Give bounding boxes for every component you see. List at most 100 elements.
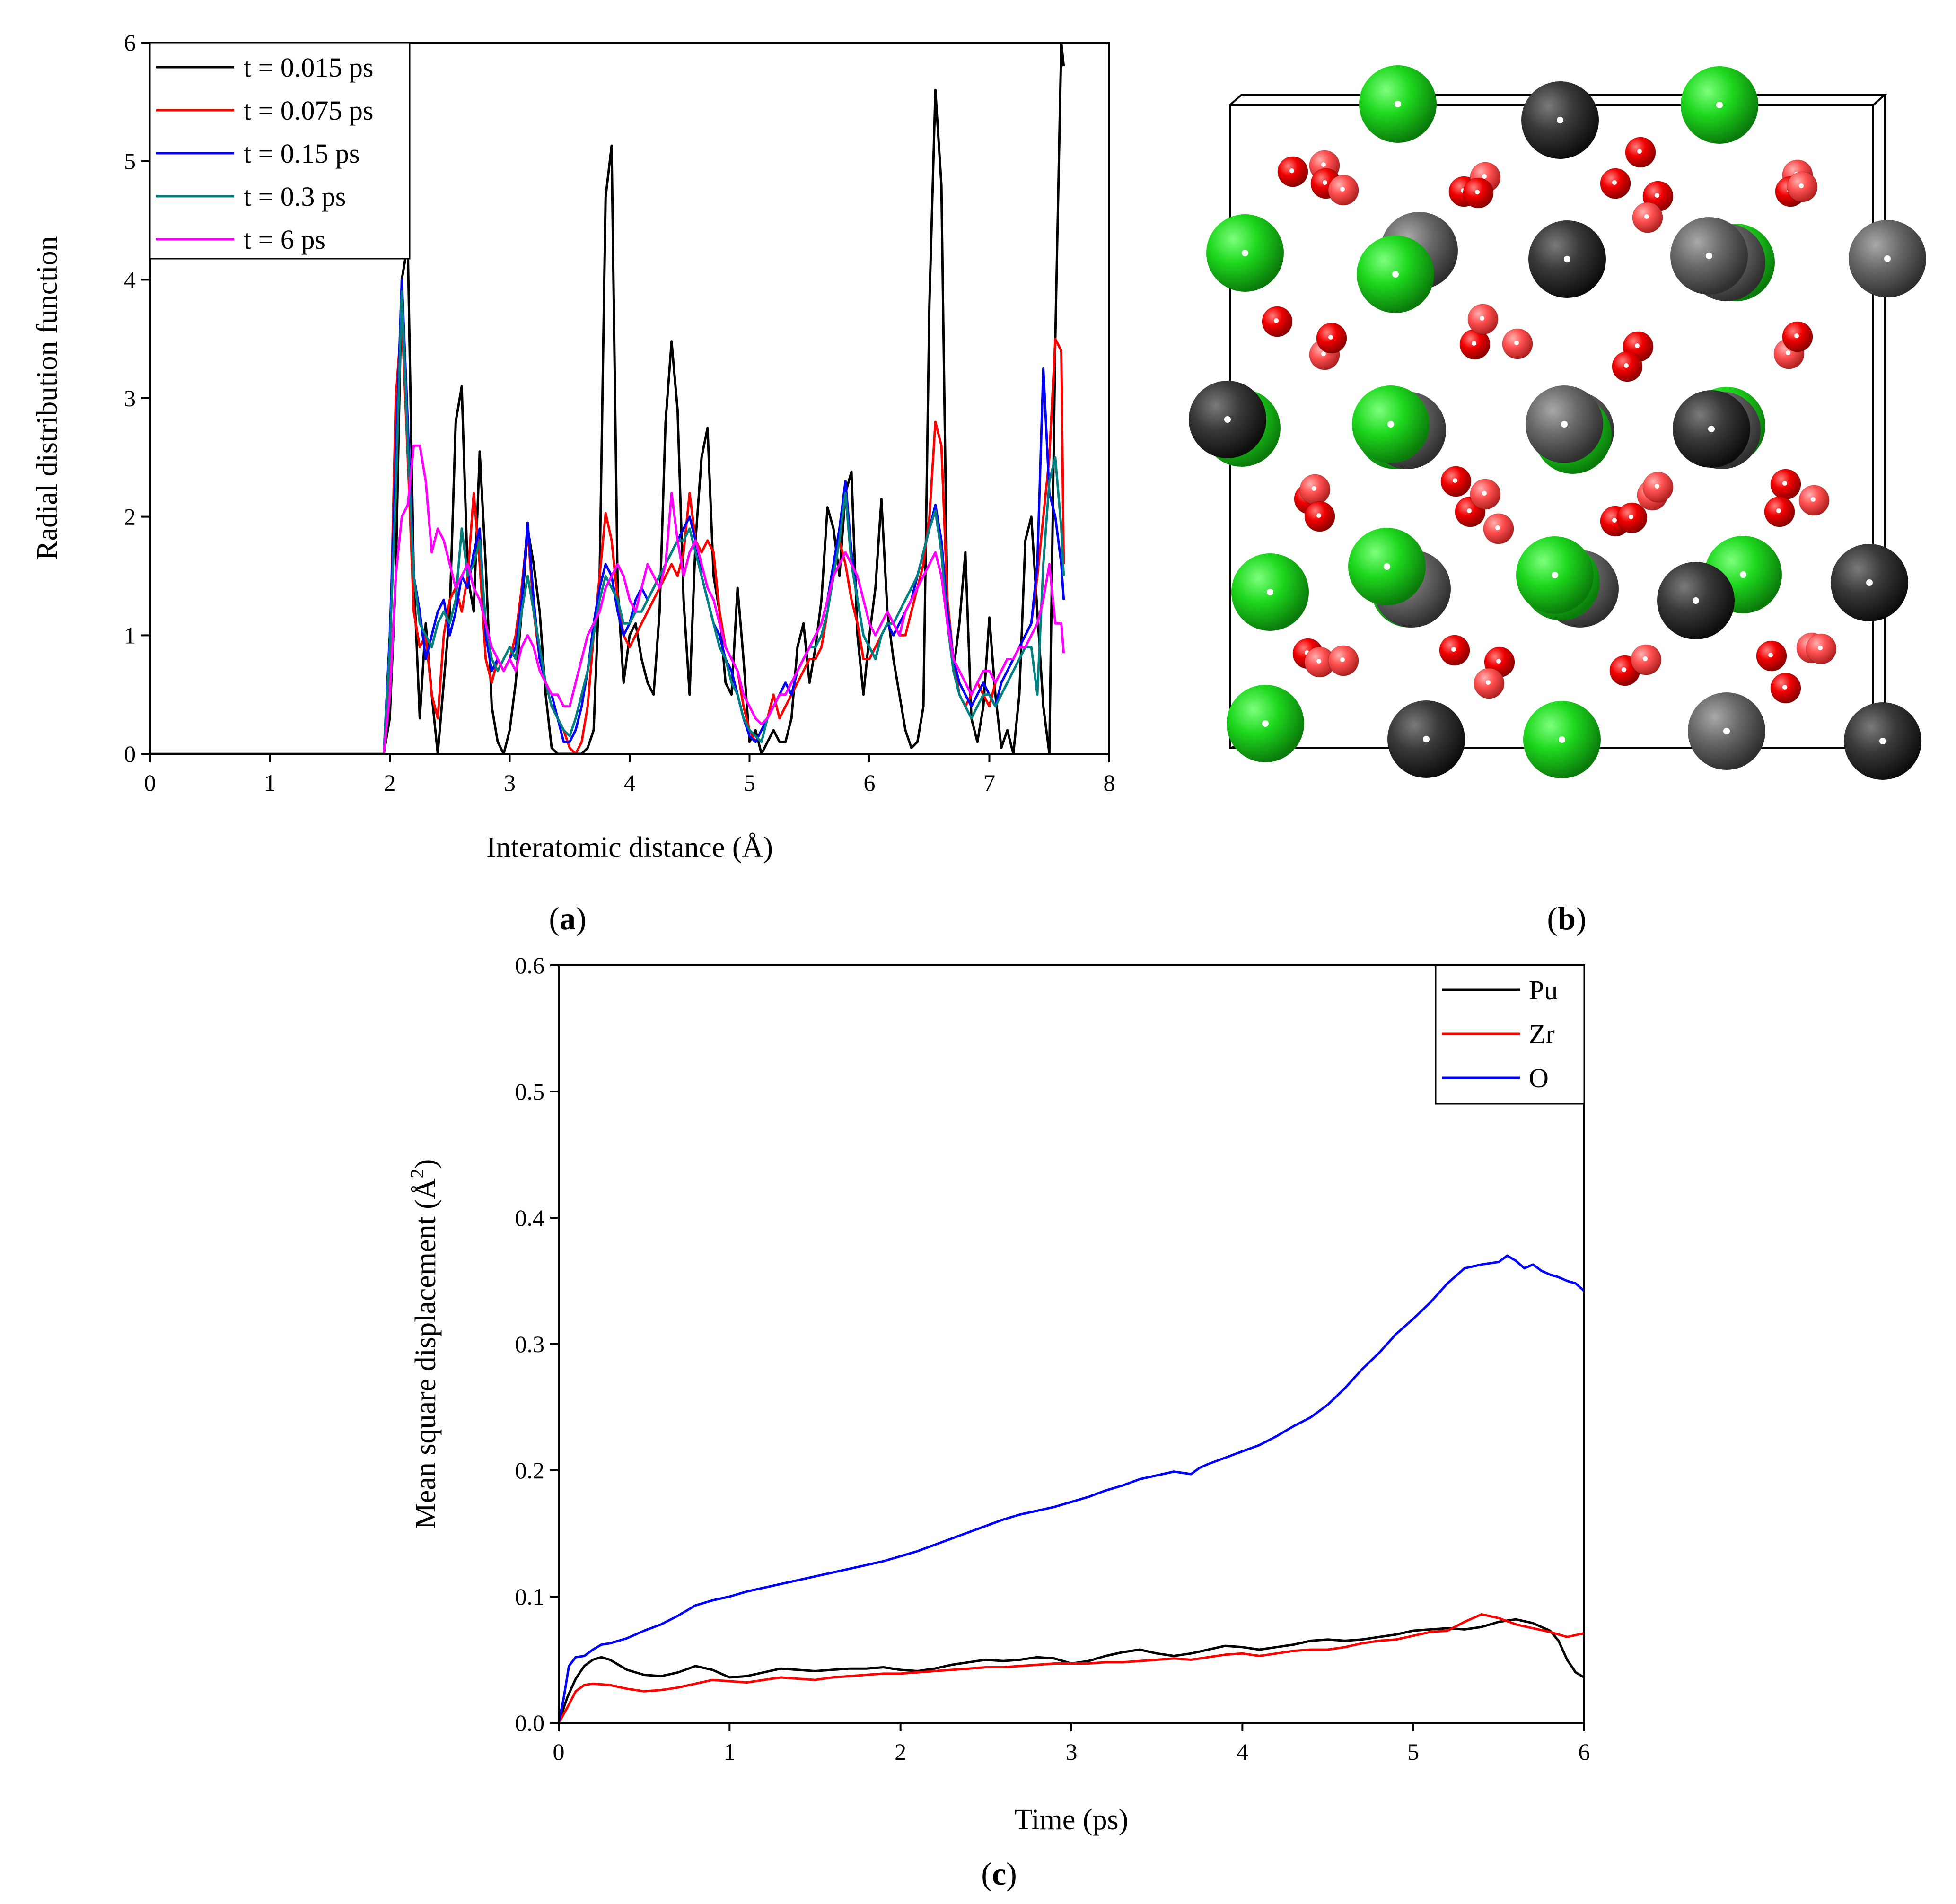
- rdf-y-axis-label: Radial distribution function: [31, 236, 63, 560]
- rdf-y-tick-label-1: 1: [124, 622, 136, 648]
- atom-highlight: [1289, 168, 1294, 173]
- rdf-legend-label-1: t = 0.075 ps: [244, 95, 373, 126]
- atom-highlight: [1811, 497, 1816, 502]
- msd-series-group: [559, 1254, 1584, 1723]
- msd-series-line-2: [559, 1254, 1584, 1723]
- atom-highlight: [1316, 659, 1321, 664]
- atom-highlight: [1486, 680, 1491, 685]
- atom-highlight: [1267, 589, 1273, 595]
- msd-x-tick-label-4: 4: [1237, 1738, 1248, 1765]
- atom-highlight: [1624, 363, 1629, 368]
- atom-highlight: [1776, 508, 1781, 513]
- atom-highlight: [1451, 647, 1456, 652]
- atom-highlight: [1644, 214, 1649, 219]
- msd-legend-label-0: Pu: [1529, 975, 1558, 1005]
- rdf-chart: 0 1 2 3 4 5 6 7 8 0 1 2 3 4 5 6 Interatomic distance (Å…: [31, 29, 1115, 936]
- atom-highlight: [1794, 333, 1799, 338]
- msd-series-line-1: [559, 1613, 1584, 1723]
- atom-highlight: [1387, 421, 1394, 428]
- rdf-x-tick-label-2: 2: [384, 769, 396, 796]
- panel-label-b: (b): [1547, 900, 1586, 936]
- atom-highlight: [1495, 525, 1500, 530]
- msd-y-tick-label-1: 0.1: [515, 1583, 545, 1610]
- msd-x-tick-label-3: 3: [1066, 1738, 1078, 1765]
- atom-highlight: [1643, 656, 1648, 661]
- atom-highlight: [1655, 193, 1659, 198]
- rdf-legend-label-4: t = 6 ps: [244, 224, 325, 255]
- atom-highlight: [1312, 486, 1316, 491]
- rdf-x-tick-label-4: 4: [624, 769, 636, 796]
- msd-y-tick-label-6: 0.6: [515, 952, 545, 978]
- rdf-y-tick-label-3: 3: [124, 385, 136, 411]
- msd-y-tick-label-5: 0.5: [515, 1078, 545, 1105]
- panel-label-a: (a): [549, 900, 586, 936]
- atom-highlight: [1496, 659, 1501, 664]
- atom-highlight: [1328, 335, 1333, 340]
- rdf-x-tick-label-7: 7: [983, 769, 995, 796]
- atom-highlight: [1552, 572, 1558, 578]
- rdf-series-line-1: [150, 314, 1065, 754]
- atom-highlight: [1423, 736, 1430, 742]
- rdf-y-tick-label-5: 5: [124, 148, 136, 175]
- atom-highlight: [1879, 738, 1886, 744]
- rdf-series-group: [150, 43, 1065, 754]
- atom-highlight: [1467, 508, 1472, 513]
- atom-highlight: [1557, 117, 1563, 123]
- msd-y-axis-label-end: ): [410, 1159, 442, 1169]
- atom-highlight: [1716, 102, 1723, 108]
- msd-legend-label-1: Zr: [1529, 1019, 1555, 1049]
- atom-highlight: [1564, 256, 1570, 262]
- atom-highlight: [1321, 162, 1326, 167]
- msd-legend-label-2: O: [1529, 1063, 1549, 1093]
- rdf-y-tick-label-0: 0: [124, 741, 136, 767]
- msd-y-tick-label-4: 0.4: [515, 1205, 545, 1231]
- atom-highlight: [1786, 350, 1790, 355]
- rdf-y-tick-label-4: 4: [124, 266, 136, 293]
- msd-x-tick-label-1: 1: [724, 1738, 736, 1765]
- rdf-x-tick-label-3: 3: [504, 769, 516, 796]
- atom-highlight: [1482, 491, 1487, 496]
- rdf-x-tick-label-1: 1: [264, 769, 276, 796]
- atom-highlight: [1706, 253, 1712, 259]
- atom-highlight: [1655, 484, 1659, 489]
- atom-highlight: [1612, 518, 1617, 523]
- atom-highlight: [1472, 341, 1476, 346]
- atom-highlight: [1480, 316, 1484, 321]
- rdf-x-tick-label-0: 0: [144, 769, 156, 796]
- atom-highlight: [1384, 563, 1390, 570]
- atom-highlight: [1395, 101, 1401, 107]
- msd-series-line-0: [559, 1618, 1584, 1723]
- atoms-group: [1189, 65, 1926, 780]
- msd-x-axis-label: Time (ps): [1015, 1804, 1129, 1836]
- atom-highlight: [1323, 180, 1327, 185]
- atom-highlight: [1740, 571, 1746, 578]
- atom-highlight: [1274, 318, 1279, 323]
- rdf-legend: t = 0.015 ps t = 0.075 ps t = 0.15 ps t …: [149, 42, 411, 260]
- rdf-y-tick-label-6: 6: [124, 29, 136, 56]
- atom-highlight: [1884, 255, 1891, 262]
- atom-highlight: [1392, 271, 1399, 278]
- atom-highlight: [1693, 597, 1699, 604]
- atom-highlight: [1866, 579, 1873, 586]
- atom-highlight: [1321, 351, 1326, 356]
- atom-highlight: [1635, 343, 1640, 348]
- rdf-ticks: 0 1 2 3 4 5 6 7 8 0 1 2 3 4 5 6: [124, 29, 1115, 796]
- atom-highlight: [1316, 513, 1321, 518]
- atom-highlight: [1622, 667, 1626, 672]
- msd-plot-frame: [558, 964, 1585, 1724]
- rdf-legend-box: [149, 42, 411, 260]
- msd-y-tick-label-3: 0.3: [515, 1331, 545, 1357]
- atom-highlight: [1224, 416, 1231, 423]
- atom-highlight: [1453, 478, 1457, 483]
- msd-y-axis-label-main: Mean square displacement (Å: [410, 1178, 442, 1529]
- atom-highlight: [1242, 250, 1248, 256]
- rdf-x-tick-label-5: 5: [744, 769, 755, 796]
- msd-y-axis-label: Mean square displacement (Å2): [406, 1159, 442, 1529]
- msd-x-tick-label-0: 0: [553, 1738, 565, 1765]
- rdf-series-line-4: [150, 444, 1065, 754]
- atom-highlight: [1612, 180, 1617, 185]
- atom-highlight: [1782, 685, 1787, 690]
- msd-y-tick-label-0: 0.0: [515, 1710, 545, 1736]
- msd-x-tick-label-6: 6: [1579, 1738, 1590, 1765]
